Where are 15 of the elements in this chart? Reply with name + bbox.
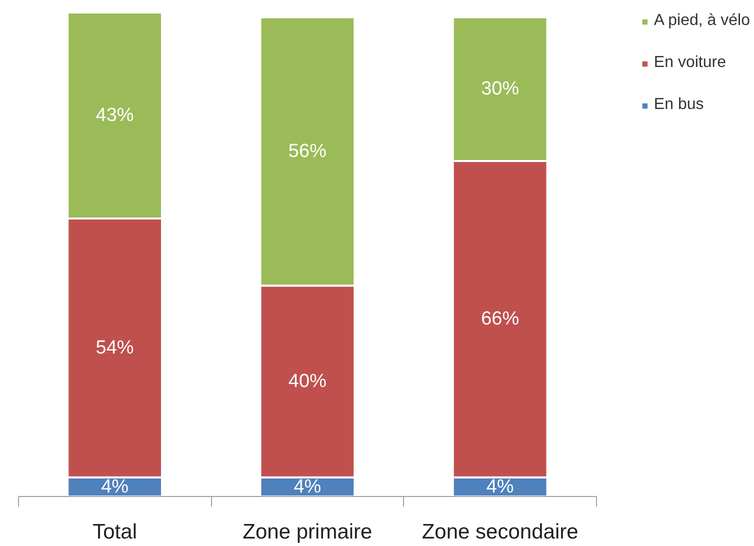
data-label: 56%: [288, 140, 327, 162]
legend-label: En bus: [654, 96, 704, 114]
data-label: 30%: [481, 78, 520, 100]
data-label: 40%: [288, 370, 327, 392]
data-label: 4%: [486, 476, 514, 498]
x-tick-label: Total: [92, 520, 137, 544]
data-label: 4%: [101, 476, 129, 498]
legend-label: En voiture: [654, 54, 726, 72]
x-tick-label: Zone secondaire: [422, 520, 578, 544]
data-label: 4%: [294, 476, 322, 498]
legend-label: A pied, à vélo: [654, 12, 750, 30]
data-label: 66%: [481, 308, 520, 330]
data-label: 54%: [96, 337, 134, 358]
x-tick-label: Zone primaire: [242, 520, 372, 544]
data-label: 43%: [96, 105, 134, 126]
